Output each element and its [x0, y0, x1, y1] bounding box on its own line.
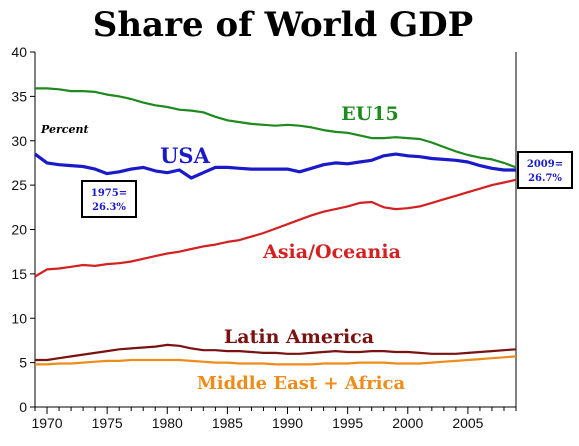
x-tick-label: 1985 — [212, 415, 243, 431]
series-lines — [34, 87, 517, 366]
y-tick-label: 25 — [11, 177, 27, 193]
annotation-box-1975 — [81, 180, 137, 218]
y-tick-label: 0 — [19, 399, 27, 415]
series-label-eu15: EU15 — [341, 103, 399, 125]
series-line-eu15 — [35, 87, 517, 169]
x-tick-label: 1980 — [152, 415, 183, 431]
y-tick-label: 40 — [11, 44, 27, 60]
x-tick-label: 1995 — [332, 415, 363, 431]
x-tick-label: 1970 — [31, 415, 62, 431]
x-tick-label: 1975 — [92, 415, 123, 431]
series-label-usa: USA — [160, 143, 210, 168]
annotation-2009-line1: 2009= — [527, 159, 563, 170]
series-label-asia-oceania: Asia/Oceania — [262, 241, 401, 263]
series-label-latin-america: Latin America — [224, 326, 374, 348]
y-axis-ticks: 0 5 10 15 20 25 30 35 40 — [11, 44, 35, 415]
annotation-2009-line2: 26.7% — [528, 173, 562, 184]
series-line-asia-oceania — [34, 178, 517, 278]
annotation-box-2009 — [517, 151, 573, 189]
y-tick-label: 15 — [11, 266, 27, 282]
annotation-1975: 1975= 26.3% — [81, 180, 137, 218]
annotation-2009: 2009= 26.7% — [517, 151, 573, 189]
annotation-1975-line2: 26.3% — [92, 202, 126, 213]
x-axis-ticks: 1970 1975 1980 1985 1990 1995 2000 2005 — [31, 407, 517, 431]
y-tick-label: 5 — [19, 355, 27, 371]
unit-note: Percent — [40, 123, 89, 136]
series-line-usa — [34, 152, 516, 180]
y-tick-label: 30 — [11, 133, 27, 149]
x-tick-label: 1990 — [272, 415, 303, 431]
chart-title: Share of World GDP — [93, 5, 473, 45]
annotation-1975-line1: 1975= — [91, 188, 127, 199]
y-tick-label: 35 — [11, 88, 27, 104]
x-tick-label: 2005 — [452, 415, 483, 431]
y-tick-label: 10 — [11, 310, 27, 326]
series-line-middle-east-africa — [35, 355, 517, 366]
y-tick-label: 20 — [11, 222, 27, 238]
series-label-middle-east-africa: Middle East + Africa — [197, 373, 406, 394]
series-line-latin-america — [35, 343, 517, 362]
x-tick-label: 2000 — [392, 415, 423, 431]
